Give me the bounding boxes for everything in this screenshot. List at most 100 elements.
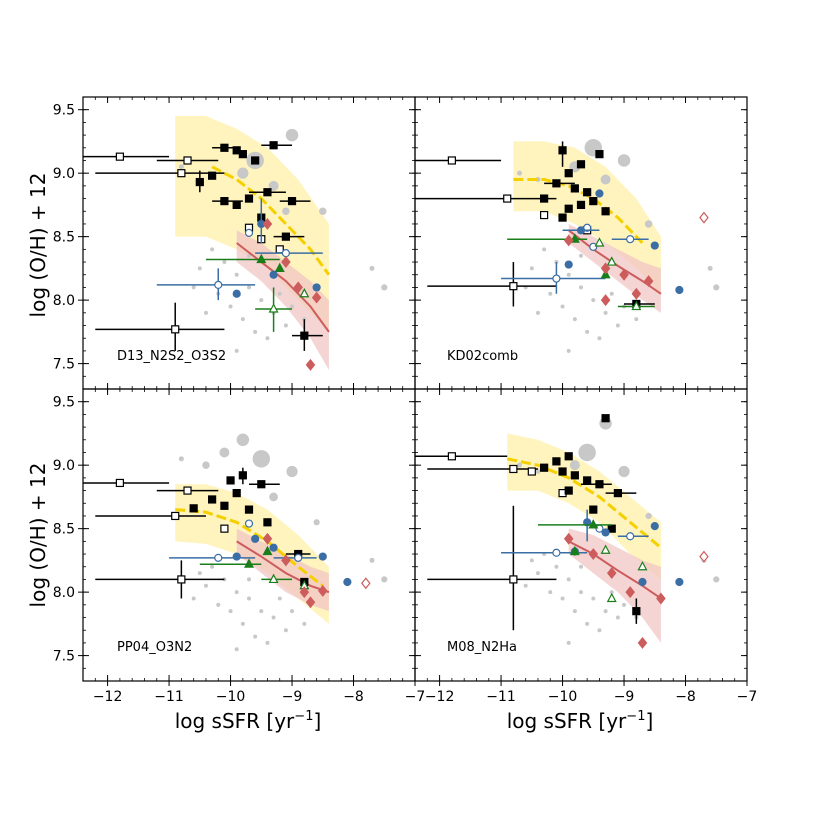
panel-bottom-right: −12 −11 −10 −9 −8 −7 — [414, 388, 758, 705]
plot-area — [415, 139, 720, 353]
plot-area — [415, 414, 720, 649]
blue-filled-circle — [251, 534, 260, 543]
gray-small-point — [572, 317, 577, 322]
gray-small-point — [615, 615, 620, 620]
blue-filled-circle — [269, 270, 278, 279]
x-tick-label: −8 — [675, 689, 696, 705]
blue-filled-circle — [576, 226, 586, 235]
gray-big-point — [618, 465, 630, 478]
x-axis-label-left-close: ] — [313, 709, 321, 733]
gray-small-point — [277, 291, 282, 296]
gray-small-point — [216, 602, 221, 607]
red-filled-diamond — [305, 596, 316, 609]
red-filled-diamond — [625, 586, 635, 599]
green-filled-triangle — [588, 519, 599, 529]
blue-open-circle — [214, 280, 223, 289]
red-open-diamond — [699, 550, 709, 563]
red-filled-diamond — [262, 217, 273, 230]
black-open-square — [447, 156, 456, 165]
gray-big-point — [286, 465, 298, 478]
gray-big-point — [236, 433, 250, 447]
x-tick-label: −8 — [343, 689, 364, 705]
panel-label-bottom-right: M08_N2Ha — [447, 640, 517, 655]
black-filled-square — [613, 489, 622, 498]
x-tick-label: −11 — [486, 689, 516, 705]
black-filled-square — [558, 146, 567, 155]
x-axis-label-right-exponent: −1 — [626, 709, 645, 724]
x-tick-label: −7 — [737, 689, 758, 705]
gray-big-point — [381, 576, 388, 583]
x-axis-label-left: log sSFR [yr−1] — [175, 709, 322, 733]
green-filled-triangle — [244, 558, 254, 568]
black-open-square — [115, 152, 124, 161]
gray-small-point — [283, 628, 288, 633]
black-filled-square — [540, 194, 549, 203]
gray-small-point — [560, 304, 565, 309]
y-tick-label: 7.5 — [53, 357, 75, 373]
gray-big-point — [617, 154, 631, 167]
blue-filled-circle — [232, 289, 241, 298]
gray-small-point — [234, 590, 239, 595]
green-filled-triangle — [274, 262, 285, 272]
blue-open-circle — [626, 235, 635, 244]
black-open-square — [509, 282, 518, 291]
gray-big-point — [517, 170, 523, 176]
blue-filled-circle — [232, 552, 241, 561]
black-filled-square — [583, 476, 592, 485]
gray-small-point — [240, 621, 245, 626]
x-axis-label-left-main: log sSFR [yr — [175, 709, 295, 733]
panel-bottom-left: −12 −11 −10 −9 −8 −7 7.5 8.0 8.5 9.0 9.5 — [53, 388, 426, 705]
x-axis-label-right-close: ] — [645, 709, 653, 733]
black-filled-square — [208, 171, 217, 180]
green-filled-triangle — [569, 545, 580, 556]
x-tick-label: −7 — [405, 689, 426, 705]
gray-small-point — [579, 285, 583, 290]
gray-small-point — [234, 348, 239, 353]
gray-big-point — [285, 128, 299, 142]
gray-small-point — [609, 291, 614, 296]
black-filled-square — [263, 188, 272, 197]
black-open-square — [509, 575, 518, 584]
black-filled-square — [238, 150, 247, 159]
x-tick-label: −11 — [154, 689, 184, 705]
x-tick-label: −10 — [216, 689, 246, 705]
black-open-square — [183, 156, 192, 165]
black-filled-square — [564, 452, 573, 461]
gray-small-point — [609, 590, 614, 595]
y-tick-label: 7.5 — [53, 649, 75, 665]
y-tick-label: 9.5 — [53, 395, 75, 411]
gray-small-point — [579, 590, 583, 595]
x-tick-label: −12 — [425, 689, 455, 705]
red-filled-diamond — [606, 567, 617, 580]
red-filled-diamond — [631, 287, 642, 300]
gray-big-point — [713, 576, 720, 583]
black-filled-square — [220, 197, 229, 206]
gray-small-point — [622, 602, 627, 607]
red-filled-diamond — [281, 256, 291, 269]
green-filled-triangle — [262, 545, 273, 556]
gray-big-point — [313, 519, 320, 526]
plot-area — [83, 116, 388, 371]
black-open-square — [503, 194, 512, 203]
blue-open-circle — [589, 242, 598, 251]
gray-big-point — [369, 557, 375, 563]
gray-big-point — [645, 512, 652, 520]
gray-big-point — [237, 167, 249, 179]
yellow-trend-line — [513, 178, 644, 245]
black-filled-square — [601, 207, 610, 216]
gray-big-point — [219, 447, 230, 458]
red-filled-diamond — [643, 275, 654, 288]
gray-small-point — [210, 247, 215, 252]
black-filled-square — [558, 213, 567, 222]
black-open-square — [177, 169, 186, 178]
blue-filled-circle — [343, 577, 352, 587]
gray-big-point — [707, 265, 713, 271]
gray-small-point — [290, 609, 295, 614]
gray-small-point — [203, 583, 208, 588]
blue-filled-circle — [675, 285, 684, 295]
gray-small-point — [548, 291, 553, 296]
panel-top-right — [414, 96, 748, 390]
black-open-square — [171, 511, 180, 521]
gray-small-point — [191, 596, 196, 601]
black-open-square — [171, 325, 180, 334]
